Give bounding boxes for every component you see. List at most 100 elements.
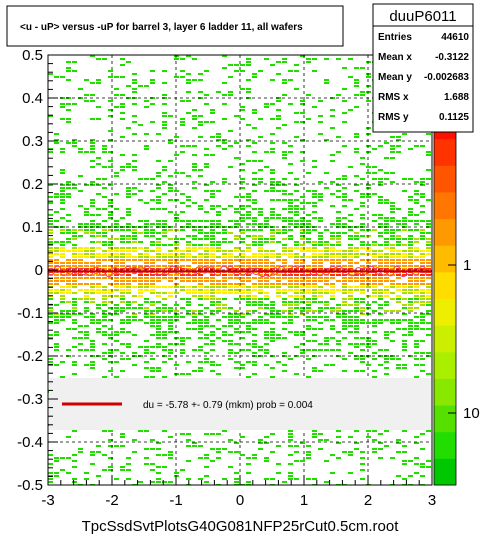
heatmap-cell [228, 358, 233, 360]
heatmap-cell [360, 157, 365, 159]
heatmap-cell [288, 316, 293, 318]
profile-marker [393, 265, 401, 274]
heatmap-cell [108, 217, 113, 219]
heatmap-cell [120, 301, 125, 303]
heatmap-cell [294, 70, 299, 72]
heatmap-cell [66, 196, 71, 198]
heatmap-cell [252, 310, 257, 312]
heatmap-cell [276, 100, 281, 102]
heatmap-cell [258, 70, 263, 72]
heatmap-cell [318, 274, 323, 276]
heatmap-cell [330, 364, 335, 366]
heatmap-cell [384, 223, 389, 225]
heatmap-cell [408, 277, 413, 279]
heatmap-cell [306, 283, 311, 285]
heatmap-cell [396, 358, 401, 360]
colorbar-segment [434, 165, 456, 193]
heatmap-cell [126, 253, 131, 255]
heatmap-cell [240, 169, 245, 171]
heatmap-cell [390, 217, 395, 219]
heatmap-cell [366, 172, 371, 174]
heatmap-cell [90, 160, 95, 162]
heatmap-cell [114, 256, 119, 258]
heatmap-cell [204, 454, 209, 456]
heatmap-cell [198, 256, 203, 258]
heatmap-cell [264, 106, 269, 108]
heatmap-cell [426, 322, 431, 324]
heatmap-cell [174, 214, 179, 216]
heatmap-cell [60, 208, 65, 210]
heatmap-cell [210, 220, 215, 222]
heatmap-cell [270, 148, 275, 150]
heatmap-cell [300, 151, 305, 153]
heatmap-cell [84, 265, 89, 267]
heatmap-cell [402, 298, 407, 300]
heatmap-cell [66, 187, 71, 189]
heatmap-cell [384, 367, 389, 369]
heatmap-cell [78, 283, 83, 285]
heatmap-cell [144, 289, 149, 291]
heatmap-cell [144, 229, 149, 231]
heatmap-cell [90, 319, 95, 321]
heatmap-cell [102, 253, 107, 255]
heatmap-cell [306, 118, 311, 120]
heatmap-cell [408, 331, 413, 333]
heatmap-cell [204, 316, 209, 318]
heatmap-cell [342, 358, 347, 360]
heatmap-cell [198, 298, 203, 300]
heatmap-cell [54, 364, 59, 366]
heatmap-cell [222, 325, 227, 327]
heatmap-cell [330, 307, 335, 309]
heatmap-cell [228, 313, 233, 315]
heatmap-cell [234, 478, 239, 480]
heatmap-cell [168, 457, 173, 459]
heatmap-cell [162, 127, 167, 129]
heatmap-cell [414, 145, 419, 147]
heatmap-cell [144, 235, 149, 237]
heatmap-cell [420, 262, 425, 264]
heatmap-cell [102, 286, 107, 288]
heatmap-cell [78, 205, 83, 207]
heatmap-cell [324, 241, 329, 243]
heatmap-cell [378, 259, 383, 261]
heatmap-cell [216, 289, 221, 291]
heatmap-cell [168, 274, 173, 276]
heatmap-cell [378, 217, 383, 219]
heatmap-cell [330, 109, 335, 111]
heatmap-cell [234, 259, 239, 261]
heatmap-cell [366, 265, 371, 267]
heatmap-cell [144, 232, 149, 234]
heatmap-cell [156, 442, 161, 444]
heatmap-cell [240, 286, 245, 288]
heatmap-cell [60, 169, 65, 171]
heatmap-cell [102, 58, 107, 60]
heatmap-cell [222, 331, 227, 333]
heatmap-cell [360, 235, 365, 237]
heatmap-cell [138, 124, 143, 126]
heatmap-cell [240, 256, 245, 258]
heatmap-cell [174, 283, 179, 285]
heatmap-cell [78, 331, 83, 333]
heatmap-cell [168, 184, 173, 186]
heatmap-cell [180, 349, 185, 351]
heatmap-cell [252, 112, 257, 114]
heatmap-cell [162, 265, 167, 267]
heatmap-cell [276, 361, 281, 363]
heatmap-cell [210, 343, 215, 345]
heatmap-cell [264, 337, 269, 339]
heatmap-cell [324, 319, 329, 321]
heatmap-cell [48, 322, 53, 324]
heatmap-cell [312, 253, 317, 255]
heatmap-cell [246, 205, 251, 207]
heatmap-cell [246, 214, 251, 216]
heatmap-cell [420, 205, 425, 207]
heatmap-cell [288, 256, 293, 258]
profile-marker [143, 265, 151, 274]
heatmap-cell [108, 229, 113, 231]
heatmap-cell [288, 331, 293, 333]
heatmap-cell [360, 253, 365, 255]
heatmap-cell [102, 229, 107, 231]
heatmap-cell [246, 256, 251, 258]
heatmap-cell [180, 307, 185, 309]
heatmap-cell [114, 340, 119, 342]
